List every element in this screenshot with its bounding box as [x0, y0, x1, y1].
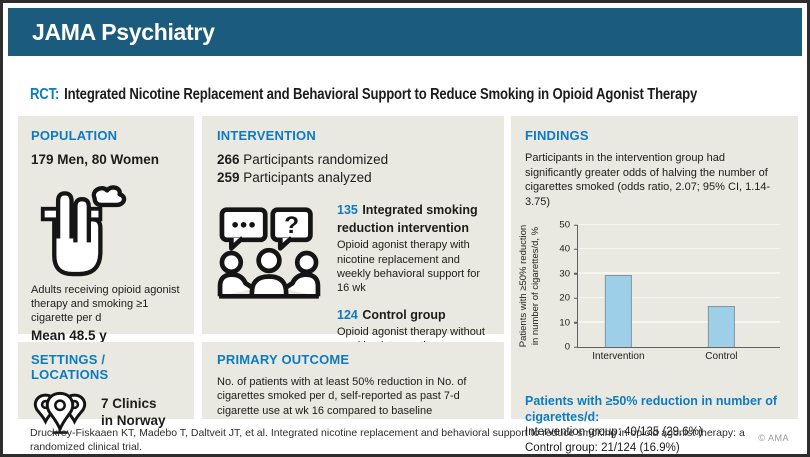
gridline [578, 223, 780, 226]
settings-text: 7 Clinics in Norway [101, 396, 166, 430]
y-tick-mark [574, 297, 578, 300]
primary-outcome-panel: PRIMARY OUTCOME No. of patients with at … [202, 342, 504, 419]
y-tick-label: 20 [559, 292, 570, 304]
primary-outcome-heading: PRIMARY OUTCOME [217, 352, 350, 367]
x-category-label: Intervention [592, 351, 645, 363]
gridline [578, 247, 780, 250]
result-control-line: Control group: 21/124 (16.9%) [525, 441, 680, 454]
population-heading: POPULATION [31, 128, 118, 143]
randomized-count: 266 [217, 152, 240, 167]
control-group-count: 124 [337, 307, 358, 322]
control-group-name: Control group [362, 307, 446, 322]
intervention-panel: INTERVENTION 266 Participants randomized… [202, 116, 504, 352]
y-tick-mark [574, 273, 578, 275]
population-panel: POPULATION 179 Men, 80 Women Adults rece… [18, 116, 194, 343]
population-mean-age: Mean 48.5 y [31, 328, 107, 344]
header-band: JAMA Psychiatry [8, 8, 802, 56]
intervention-group-name: Integrated smoking reduction interventio… [337, 203, 478, 236]
gridline [578, 272, 780, 274]
result-intervention-line: Intervention group: 40/135 (29.6%) [525, 426, 703, 439]
analyzed-line: 259 Participants analyzed [217, 169, 489, 187]
analyzed-count: 259 [217, 170, 240, 186]
result-heading: Patients with ≥50% reduction in number o… [525, 394, 778, 424]
y-tick-mark [574, 248, 578, 251]
journal-brand: JAMA Psychiatry [32, 18, 215, 45]
bar-chart: Patients with ≥50% reduction in number o… [518, 220, 780, 364]
settings-panel: SETTINGS / LOCATIONS 7 Clinics in Norway [18, 342, 194, 434]
intervention-heading: INTERVENTION [217, 128, 316, 143]
y-tick-label: 50 [559, 219, 570, 231]
hand-cigarette-icon [37, 177, 181, 277]
primary-outcome-text: No. of patients with at least 50% reduct… [217, 376, 467, 417]
group-discussion-icon: ? [217, 205, 321, 363]
y-tick-label: 30 [559, 268, 570, 280]
citation-line1: Druckrey-Fiskaaen KT, Madebo T, Daltveit… [30, 427, 745, 454]
map-pins-icon [31, 390, 89, 436]
intervention-group: 135 Integrated smoking reduction interve… [337, 201, 489, 295]
citation: Druckrey-Fiskaaen KT, Madebo T, Daltveit… [30, 426, 787, 454]
study-title: RCT: Integrated Nicotine Replacement and … [30, 86, 697, 104]
settings-line2: in Norway [101, 413, 166, 428]
findings-panel: FINDINGS Participants in the interventio… [511, 116, 798, 454]
bar-chart-plot: Patients with ≥50% reduction in number o… [518, 220, 780, 362]
svg-text:?: ? [284, 213, 299, 240]
y-tick-label: 40 [559, 243, 570, 255]
population-demographics: 179 Men, 80 Women [31, 152, 160, 167]
y-tick-label: 10 [559, 317, 570, 329]
copyright-label: © AMA [758, 433, 789, 443]
y-tick-mark [574, 346, 578, 348]
findings-summary: Participants in the intervention group h… [525, 152, 771, 208]
y-tick-mark [574, 321, 578, 324]
settings-heading: SETTINGS / LOCATIONS [31, 352, 109, 382]
analyzed-label: Participants analyzed [243, 170, 372, 186]
study-title-text: Integrated Nicotine Replacement and Beha… [64, 86, 698, 103]
intervention-group-description: Opioid agonist therapy with nicotine rep… [337, 239, 481, 295]
gridline [578, 296, 780, 299]
randomized-line: 266 Participants randomized [217, 151, 489, 169]
x-category-label: Control [705, 351, 738, 363]
findings-heading: FINDINGS [525, 128, 589, 143]
randomized-label: Participants randomized [243, 152, 389, 167]
y-tick-label: 0 [564, 341, 570, 353]
findings-result-block: Patients with ≥50% reduction in number o… [525, 394, 784, 454]
study-type-tag: RCT: [30, 86, 60, 103]
y-axis-label: Patients with ≥50% reduction in number o… [518, 224, 541, 348]
bar-intervention [605, 274, 632, 348]
settings-line1: 7 Clinics [101, 396, 157, 412]
gridline [578, 321, 780, 323]
population-description: Adults receiving opioid agonist therapy … [31, 283, 180, 325]
y-tick-mark [574, 224, 578, 226]
intervention-group-count: 135 [337, 203, 358, 218]
bar-control [708, 305, 735, 348]
